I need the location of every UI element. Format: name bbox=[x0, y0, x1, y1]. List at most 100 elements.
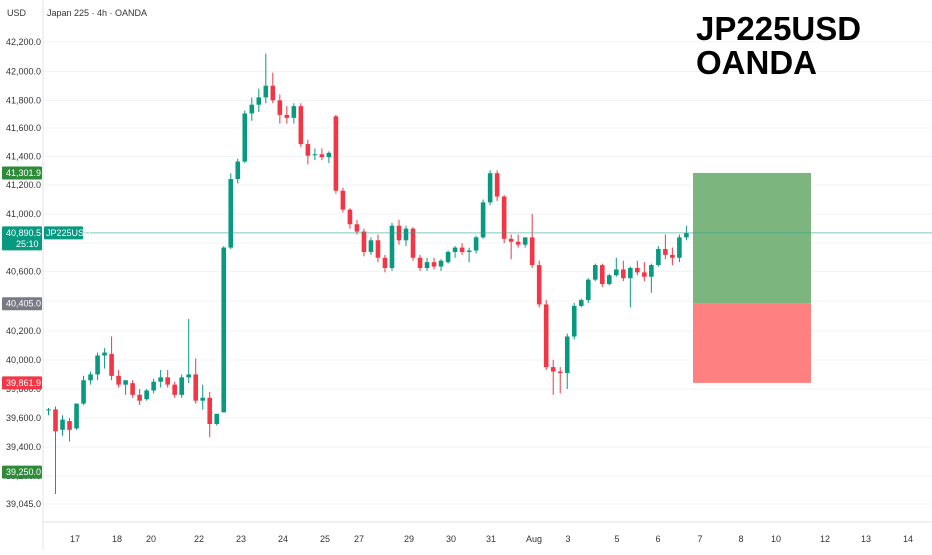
take-profit-label-bg bbox=[2, 166, 42, 180]
candle bbox=[571, 302, 577, 340]
x-tick-label: 8 bbox=[738, 534, 743, 544]
candle-body bbox=[571, 305, 577, 337]
candle-body bbox=[635, 267, 640, 273]
candle-body bbox=[614, 269, 619, 276]
candle-body bbox=[347, 209, 353, 225]
candle-body bbox=[249, 104, 255, 114]
x-tick-label: 31 bbox=[486, 534, 496, 544]
candle-body bbox=[291, 106, 297, 118]
candle bbox=[284, 106, 290, 124]
candle bbox=[60, 415, 65, 436]
candle-body bbox=[67, 421, 72, 430]
candle bbox=[663, 234, 668, 260]
entry-label-bg bbox=[2, 297, 42, 311]
candle-body bbox=[621, 269, 626, 279]
x-tick-label: 3 bbox=[565, 534, 570, 544]
candle bbox=[228, 173, 234, 250]
candle-body bbox=[102, 352, 107, 356]
candle bbox=[410, 227, 416, 261]
candle bbox=[340, 187, 346, 213]
candle bbox=[193, 358, 199, 404]
x-tick-label: 10 bbox=[771, 534, 781, 544]
y-tick-label: 40,200.0 bbox=[6, 326, 41, 336]
x-tick-label: 22 bbox=[194, 534, 204, 544]
y-tick-label: 40,600.0 bbox=[6, 267, 41, 277]
candle-body bbox=[431, 262, 437, 267]
candle bbox=[165, 370, 170, 388]
candle-body bbox=[326, 152, 332, 158]
candle bbox=[424, 257, 430, 271]
candle bbox=[396, 219, 402, 245]
candle bbox=[242, 110, 248, 164]
candle-body bbox=[452, 247, 458, 252]
candle bbox=[207, 391, 213, 438]
candle-body bbox=[592, 265, 598, 280]
take-profit-price-label: 41,301.9 bbox=[2, 166, 42, 180]
take-profit-zone[interactable] bbox=[693, 172, 811, 304]
y-tick-label: 39,400.0 bbox=[6, 442, 41, 452]
candle-body bbox=[242, 113, 248, 162]
candle-body bbox=[508, 238, 514, 242]
candle bbox=[312, 148, 318, 161]
candle bbox=[417, 254, 423, 271]
candle bbox=[305, 139, 311, 165]
candle bbox=[116, 370, 121, 388]
candle bbox=[53, 406, 58, 494]
candle-body bbox=[410, 228, 416, 258]
candle-body bbox=[235, 161, 241, 180]
y-tick-label: 41,400.0 bbox=[6, 152, 41, 162]
candle-body bbox=[158, 377, 163, 382]
stop-loss-price-label: 39,861.9 bbox=[2, 376, 42, 390]
candle bbox=[256, 88, 262, 112]
candle bbox=[137, 389, 142, 406]
candle bbox=[656, 246, 661, 267]
candle bbox=[123, 380, 128, 395]
candle bbox=[599, 263, 605, 287]
candle bbox=[642, 262, 647, 282]
candle-body bbox=[480, 202, 486, 238]
candle-body bbox=[74, 403, 79, 429]
candle bbox=[109, 336, 114, 381]
candle-body bbox=[445, 251, 451, 263]
candle bbox=[333, 114, 339, 194]
candle bbox=[270, 72, 276, 104]
candle bbox=[347, 208, 353, 229]
stop-loss-zone[interactable] bbox=[693, 303, 811, 383]
candle bbox=[459, 243, 465, 255]
candle-body bbox=[207, 397, 213, 424]
time-axis[interactable]: 17 18 20 22 23 24 25 27 29 30 31 Aug 3 5 6 7 8 10 12 13 14 bbox=[70, 534, 913, 544]
candle bbox=[249, 97, 255, 121]
candles bbox=[46, 53, 689, 494]
x-tick-label: 25 bbox=[320, 534, 330, 544]
candle bbox=[130, 380, 135, 398]
candle-body bbox=[557, 371, 563, 373]
candle bbox=[431, 257, 437, 270]
candle-body bbox=[137, 394, 142, 401]
entry-label-text: 40,405.0 bbox=[6, 299, 41, 309]
candle bbox=[144, 389, 149, 401]
countdown-label-text: 25:10 bbox=[16, 239, 39, 249]
candle-body bbox=[333, 116, 339, 191]
candle-body bbox=[501, 196, 507, 239]
price-axis-bg bbox=[0, 0, 43, 550]
candle-body bbox=[487, 173, 493, 203]
candle-body bbox=[179, 377, 184, 395]
candle bbox=[382, 254, 388, 273]
y-tick-label: 39,600.0 bbox=[6, 413, 41, 423]
low-target-label-text: 39,250.0 bbox=[6, 467, 41, 477]
candle bbox=[501, 195, 507, 244]
candle bbox=[214, 413, 220, 426]
candle bbox=[74, 403, 79, 430]
take-profit-label-text: 41,301.9 bbox=[6, 168, 41, 178]
candle bbox=[291, 103, 297, 124]
x-tick-label: Aug bbox=[526, 534, 542, 544]
position-zones[interactable] bbox=[693, 172, 811, 383]
candle-body bbox=[193, 374, 199, 401]
y-tick-label: 39,045.0 bbox=[6, 499, 41, 509]
current-price-label: 40,890.5 25:10 JP225USD bbox=[2, 226, 91, 251]
candle bbox=[550, 359, 556, 395]
candle-body bbox=[389, 225, 395, 268]
candle-body bbox=[494, 173, 500, 197]
